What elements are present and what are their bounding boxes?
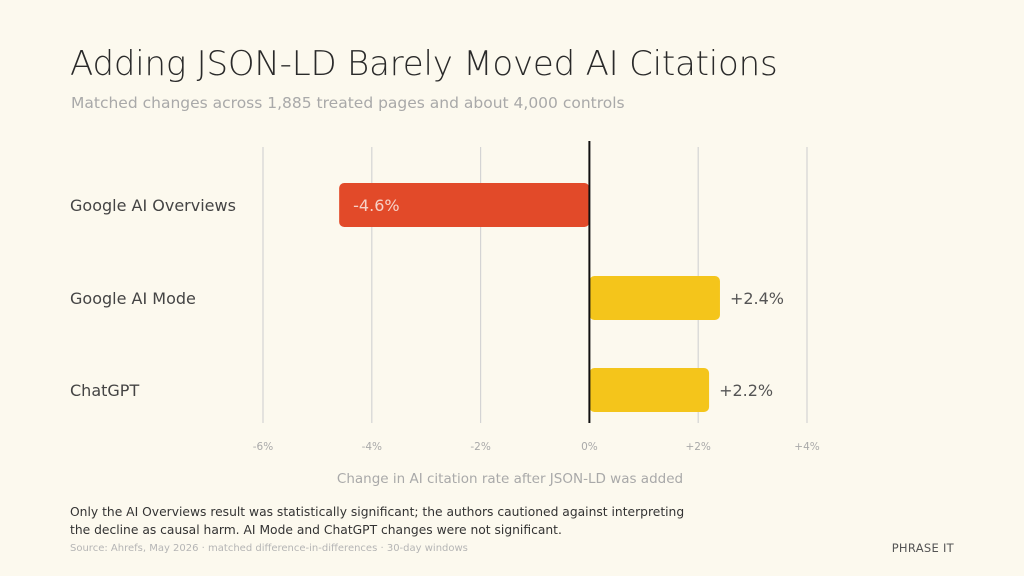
category-label: Google AI Overviews: [70, 196, 236, 215]
labels: -6% -4% -2% 0% +2% +4% Google AI Overviews -4.6…: [70, 196, 820, 453]
x-axis-title: Change in AI citation rate after JSON-LD…: [0, 471, 1024, 487]
x-axis-title-text: Change in AI citation rate after JSON-LD…: [336, 471, 684, 487]
x-tick-label: -4%: [362, 441, 382, 453]
bar: [589, 368, 710, 412]
category-label: ChatGPT: [70, 381, 139, 400]
brand-mark: PHRASE IT: [891, 541, 954, 555]
bar: [339, 183, 590, 227]
x-tick-label: -6%: [253, 441, 273, 453]
x-tick-label: 0%: [581, 441, 598, 453]
bars: [339, 183, 720, 412]
x-tick-label: +2%: [685, 441, 710, 453]
x-tick-label: +4%: [794, 441, 819, 453]
category-label: Google AI Mode: [70, 289, 196, 308]
value-label: -4.6%: [353, 196, 399, 215]
chart-title: Adding JSON-LD Barely Moved AI Citations: [70, 44, 778, 84]
footnote: Only the AI Overviews result was statist…: [70, 505, 685, 537]
value-label: +2.4%: [730, 289, 784, 308]
x-tick-label: -2%: [470, 441, 490, 453]
bar: [589, 276, 720, 320]
source-line: Source: Ahrefs, May 2026 · matched diffe…: [70, 543, 468, 554]
chart-subtitle: Matched changes across 1,885 treated pag…: [71, 94, 625, 112]
value-label: +2.2%: [719, 381, 773, 400]
